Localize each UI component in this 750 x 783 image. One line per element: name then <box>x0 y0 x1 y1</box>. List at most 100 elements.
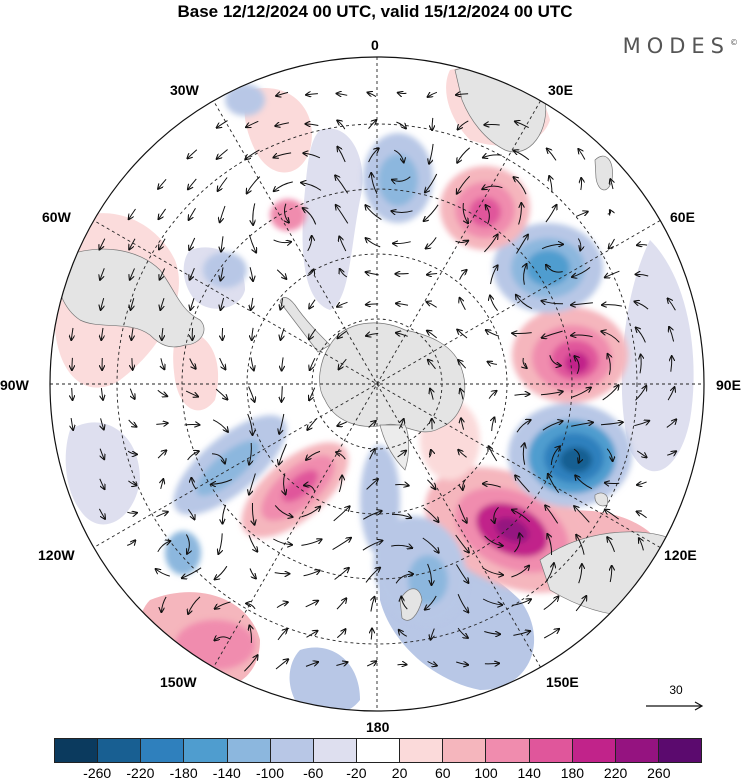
wind-arrow <box>306 124 319 126</box>
wind-arrow <box>425 595 437 610</box>
colorbar <box>54 738 702 763</box>
colorbar-tick-label: 260 <box>647 765 671 781</box>
wind-arrow <box>490 265 498 285</box>
meridian-30-150 <box>213 100 541 668</box>
wind-arrow <box>366 333 379 336</box>
wind-arrow <box>221 236 223 251</box>
wind-arrow <box>131 328 133 340</box>
lon-label-30e: 30E <box>548 82 573 98</box>
antarctica <box>319 322 466 433</box>
meridian-60-120 <box>93 220 661 548</box>
wind-arrow <box>189 358 196 369</box>
lon-label-150e: 150E <box>546 674 579 690</box>
wind-arrow <box>215 601 231 609</box>
wind-arrow <box>188 178 197 189</box>
wind-arrow <box>457 175 471 194</box>
wind-arrow <box>127 450 137 454</box>
wind-arrow <box>280 298 282 309</box>
wind-arrow <box>456 662 468 665</box>
wind-arrow <box>424 204 439 221</box>
wind-arrow <box>307 269 313 277</box>
wind-arrow <box>456 94 469 95</box>
lon-label-0: 0 <box>371 37 379 53</box>
wind-arrow <box>428 92 438 97</box>
wind-arrow <box>398 93 407 94</box>
wind-arrow <box>462 203 468 223</box>
wind-arrow <box>431 628 435 640</box>
wind-arrow <box>571 422 593 427</box>
wind-arrow <box>301 507 320 518</box>
anomaly-bottom-left-positive <box>175 620 255 670</box>
wind-arrow <box>362 541 383 551</box>
wind-arrow <box>279 443 287 465</box>
lon-label-30w: 30W <box>170 82 199 98</box>
wind-arrow <box>371 173 378 195</box>
wind-arrow <box>516 295 533 310</box>
wind-arrow <box>274 505 292 517</box>
colorbar-tick-label: -100 <box>255 765 285 781</box>
wind-arrow <box>511 599 531 606</box>
wind-arrow <box>550 446 560 466</box>
wind-arrow <box>545 205 557 223</box>
anomaly-east-negative <box>621 240 694 472</box>
wind-arrow <box>578 564 582 584</box>
wind-arrow <box>211 479 233 485</box>
wind-arrow <box>188 596 201 614</box>
colorbar-cell <box>270 739 314 762</box>
wind-arrow <box>274 152 292 158</box>
wind-arrow <box>156 512 167 518</box>
wind-arrow <box>303 570 320 577</box>
wind-arrow <box>396 121 406 128</box>
wind-arrow <box>160 298 164 310</box>
lon-label-60e: 60E <box>670 209 695 225</box>
colorbar-tick-label: 100 <box>474 765 498 781</box>
wind-arrow <box>161 358 165 369</box>
wind-arrow <box>303 208 317 225</box>
wind-arrow <box>281 328 285 340</box>
wind-arrow <box>307 417 318 430</box>
wind-arrow <box>636 328 646 343</box>
wind-arrow <box>427 274 438 275</box>
wind-arrow <box>544 563 554 584</box>
wind-arrow <box>460 389 463 400</box>
wind-arrow <box>215 388 227 399</box>
wind-arrow <box>246 120 259 127</box>
anomaly-e-positive-core <box>565 352 589 374</box>
land-layer <box>54 65 683 621</box>
wind-arrow <box>222 504 227 524</box>
map-title: Base 12/12/2024 00 UTC, valid 15/12/2024… <box>177 2 573 21</box>
wind-arrow <box>276 602 288 609</box>
wind-arrow <box>129 208 136 219</box>
wind-arrow <box>190 298 194 310</box>
map-border <box>49 56 705 712</box>
wind-arrow <box>482 567 503 575</box>
colorbar-tick-label: -180 <box>169 765 198 781</box>
anomaly-w-negative-small <box>203 252 247 288</box>
wind-arrow <box>336 662 347 665</box>
wind-arrow <box>335 175 349 194</box>
wind-arrow <box>303 153 321 159</box>
wind-arrow <box>279 413 285 434</box>
wind-arrow <box>159 208 167 219</box>
wind-arrow <box>516 235 528 254</box>
colorbar-tick-label: 20 <box>391 765 408 781</box>
wind-arrow <box>547 149 557 161</box>
wind-arrow <box>101 418 104 429</box>
brand-text: MODES <box>622 34 730 58</box>
wind-arrow <box>71 327 73 340</box>
wind-arrow <box>337 147 346 163</box>
wind-arrow <box>486 205 490 225</box>
wind-arrow <box>338 330 348 339</box>
wind-arrow <box>101 297 104 310</box>
wind-arrow <box>391 514 411 518</box>
colorbar-cell <box>400 739 444 762</box>
wind-arrow <box>251 357 254 370</box>
wind-arrow <box>455 534 469 553</box>
tasmania <box>594 492 609 507</box>
wind-arrow <box>157 389 167 396</box>
wind-arrow <box>571 335 593 337</box>
wind-arrow <box>427 479 435 489</box>
wind-arrow <box>549 176 552 193</box>
wind-arrow <box>221 267 224 280</box>
wind-arrow <box>542 421 563 431</box>
